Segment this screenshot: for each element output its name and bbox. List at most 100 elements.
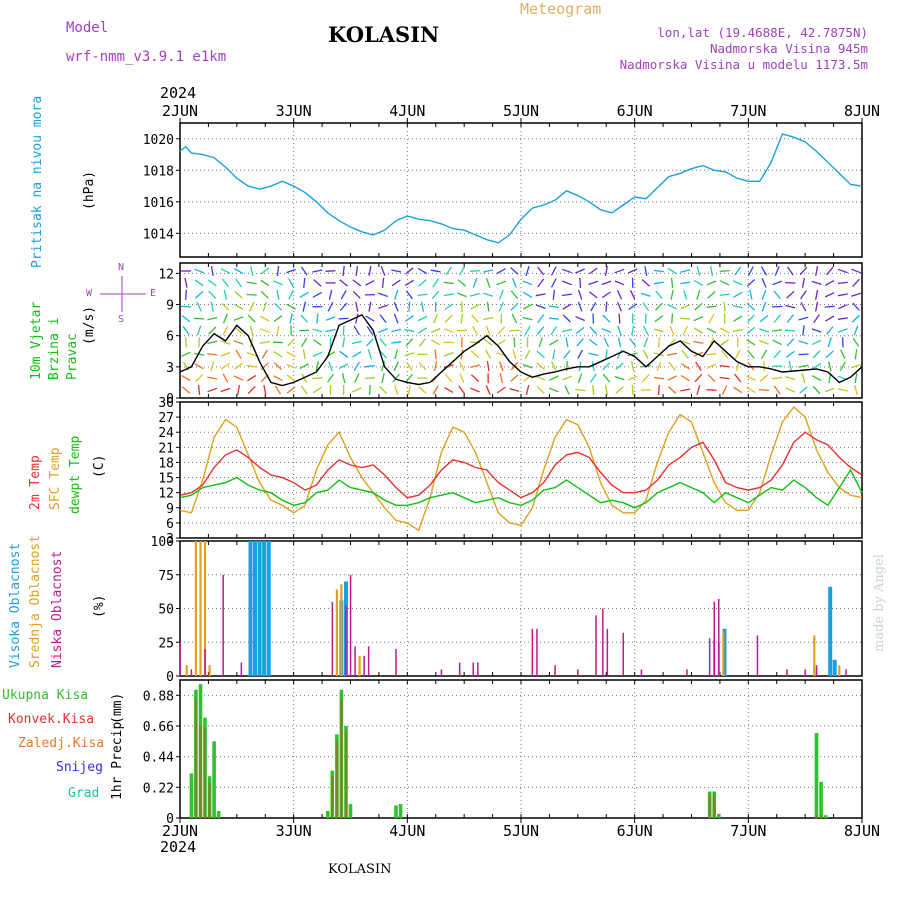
wind-arrow bbox=[184, 277, 188, 288]
wind-arrow bbox=[327, 373, 334, 383]
cloud-bar bbox=[708, 638, 711, 676]
wind-arrow bbox=[642, 325, 649, 336]
cloud-bar bbox=[813, 635, 816, 676]
precip-bar-conv bbox=[819, 815, 823, 818]
wind-arrow bbox=[208, 290, 217, 299]
y-tick-label: 21 bbox=[158, 441, 174, 456]
wind-arrow bbox=[773, 314, 781, 323]
wind-arrow bbox=[535, 293, 546, 297]
wind-arrow bbox=[524, 349, 531, 360]
legend-total-precip: Ukupna Kisa bbox=[2, 688, 89, 703]
wind-arrow bbox=[656, 361, 662, 372]
wind-arrow bbox=[276, 289, 280, 300]
low-cloud-label: Niska Oblacnost bbox=[50, 550, 65, 668]
wind-arrow bbox=[588, 338, 598, 346]
wind-arrow bbox=[511, 313, 518, 324]
wind-arrow bbox=[773, 350, 781, 359]
wind-arrow bbox=[299, 363, 309, 370]
wind-arrow bbox=[404, 279, 414, 287]
precip-bar-total bbox=[189, 773, 194, 818]
precip-label: 1hr Precip bbox=[110, 721, 125, 800]
wind-arrow bbox=[733, 291, 743, 298]
cloud-bar bbox=[838, 665, 841, 676]
wind-arrow bbox=[443, 293, 454, 297]
wind-arrow bbox=[443, 281, 454, 285]
wind-arrow bbox=[695, 361, 702, 371]
wind-arrow bbox=[814, 289, 819, 300]
wind-arrow bbox=[234, 291, 243, 299]
wind-arrow bbox=[618, 313, 621, 324]
wind-arrow bbox=[404, 315, 414, 323]
wind-arrow bbox=[851, 314, 861, 323]
wind-arrow bbox=[772, 339, 782, 346]
wind-arrow bbox=[798, 316, 809, 321]
precip-bar-conv bbox=[194, 699, 198, 818]
cloud-bar bbox=[194, 541, 197, 676]
wind-arrow bbox=[180, 305, 192, 308]
y-tick-label: 3 bbox=[166, 532, 174, 547]
wind-label: 10m Vjetar Brzina i Pravac bbox=[29, 301, 80, 380]
compass-e-label: E bbox=[150, 288, 157, 299]
precip-bar-conv bbox=[815, 815, 818, 818]
wind-arrow bbox=[563, 349, 571, 359]
wind-arrow bbox=[774, 266, 780, 276]
wind-arrow bbox=[259, 328, 270, 333]
wind-arrow bbox=[352, 279, 362, 287]
year-bottom: 2024 bbox=[160, 838, 197, 856]
wind-arrow bbox=[339, 279, 348, 287]
wind-unit: (m/s) bbox=[82, 305, 97, 345]
wind-arrow bbox=[207, 340, 218, 345]
wind-arrow bbox=[667, 352, 678, 356]
wind-arrow bbox=[732, 280, 743, 286]
wind-arrow bbox=[732, 304, 743, 309]
wind-arrow bbox=[444, 303, 454, 311]
wind-arrow bbox=[615, 386, 624, 394]
temp-unit: (C) bbox=[92, 454, 107, 478]
wind-arrow bbox=[444, 387, 454, 393]
legend-conv-precip: Konvek.Kisa bbox=[8, 712, 95, 727]
wind-arrow bbox=[683, 289, 688, 300]
wind-arrow bbox=[405, 267, 414, 275]
wind-arrow bbox=[801, 373, 806, 384]
x-tick-label-bottom: 2JUN bbox=[162, 822, 198, 840]
wind-arrow bbox=[342, 337, 346, 348]
x-tick-label-top: 2JUN bbox=[162, 102, 198, 120]
wind-arrow bbox=[485, 349, 492, 359]
wind-arrow bbox=[657, 384, 660, 396]
wind-arrow bbox=[761, 289, 767, 300]
y-tick-label: 1016 bbox=[143, 196, 174, 211]
precip-unit: (mm) bbox=[110, 692, 125, 724]
x-tick-label-top: 6JUN bbox=[617, 102, 653, 120]
cloud-bar bbox=[472, 662, 474, 676]
wind-arrow bbox=[548, 387, 559, 393]
wind-arrow bbox=[785, 350, 795, 358]
wind-arrow bbox=[536, 362, 545, 370]
wind-arrow bbox=[312, 338, 322, 346]
wind-arrow bbox=[722, 385, 728, 395]
wind-arrow bbox=[458, 385, 466, 395]
wind-arrow bbox=[575, 316, 585, 322]
wind-arrow bbox=[471, 314, 479, 323]
wind-arrow bbox=[852, 302, 860, 311]
precip-bar-conv bbox=[199, 726, 202, 818]
wind-arrow bbox=[680, 374, 690, 382]
wind-arrow bbox=[355, 313, 359, 324]
wind-arrow bbox=[655, 302, 663, 311]
wind-arrow bbox=[733, 386, 743, 394]
wind-arrow bbox=[354, 373, 360, 383]
precip-bar-total bbox=[717, 813, 721, 818]
wind-arrow bbox=[352, 290, 361, 299]
wind-arrow bbox=[328, 289, 333, 300]
wind-arrow bbox=[592, 313, 595, 324]
wind-arrow bbox=[485, 325, 491, 336]
wind-arrow bbox=[827, 337, 832, 348]
wind-arrow bbox=[273, 351, 283, 358]
wind-arrow bbox=[565, 361, 569, 372]
wind-arrow bbox=[368, 384, 371, 396]
precip-bar-total bbox=[394, 805, 398, 818]
cloud-bar bbox=[828, 586, 833, 676]
cloud-bar bbox=[253, 541, 257, 676]
wind-arrow bbox=[694, 373, 703, 383]
wind-arrow bbox=[394, 289, 399, 300]
cloud-bar bbox=[363, 655, 365, 677]
